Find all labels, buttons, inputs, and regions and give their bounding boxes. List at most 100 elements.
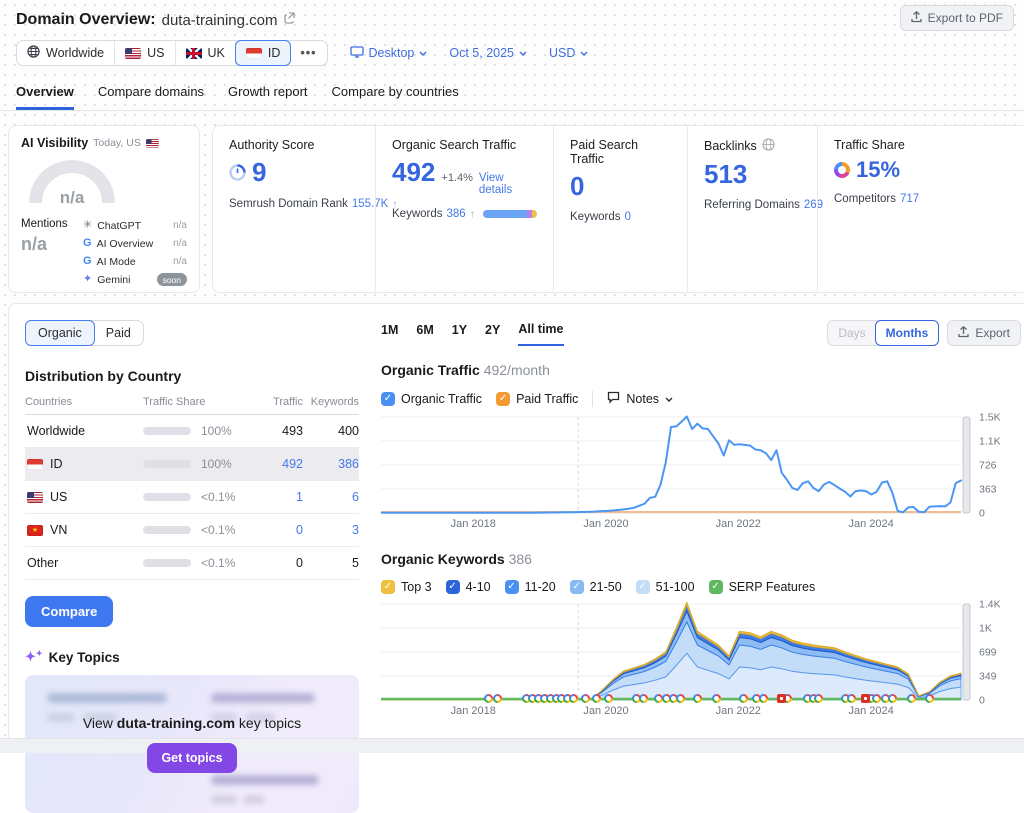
notes-dropdown[interactable]: Notes: [607, 391, 673, 407]
toggle-organic[interactable]: Organic: [25, 320, 95, 346]
google-serp-marker-icon[interactable]: [603, 694, 613, 704]
google-serp-marker-icon[interactable]: [545, 694, 555, 704]
google-serp-marker-icon[interactable]: [528, 694, 538, 704]
info-icon[interactable]: [762, 138, 775, 154]
google-serp-marker-icon[interactable]: [492, 694, 502, 704]
google-serp-marker-icon[interactable]: [580, 694, 590, 704]
legend-item[interactable]: SERP Features: [708, 580, 815, 594]
geo-id[interactable]: ID: [234, 40, 292, 66]
legend-item[interactable]: Top 3: [381, 580, 432, 594]
table-row-selected[interactable]: ID 100% 492 386: [25, 447, 359, 481]
google-serp-marker-icon[interactable]: [668, 694, 678, 704]
google-serp-marker-icon[interactable]: [551, 694, 561, 704]
google-serp-marker-icon[interactable]: [814, 694, 824, 704]
granularity-days[interactable]: Days: [838, 326, 866, 340]
legend-organic-traffic[interactable]: Organic Traffic: [381, 392, 482, 406]
google-serp-marker-icon[interactable]: [631, 694, 641, 704]
view-details-link[interactable]: View details: [478, 172, 513, 196]
range-1y[interactable]: 1Y: [451, 323, 468, 337]
table-row[interactable]: VN <0.1% 0 3: [25, 513, 359, 547]
geo-more-button[interactable]: •••: [300, 46, 317, 60]
google-serp-marker-icon[interactable]: [782, 694, 792, 704]
referring-domains-link[interactable]: 269: [803, 199, 824, 211]
google-serp-marker-icon[interactable]: [569, 694, 579, 704]
legend-item[interactable]: 4-10: [445, 580, 491, 594]
gemini-icon: ✦: [83, 273, 93, 285]
tab-compare-domains[interactable]: Compare domains: [97, 84, 205, 99]
google-serp-marker-icon[interactable]: [675, 694, 685, 704]
table-row[interactable]: US <0.1% 1 6: [25, 480, 359, 514]
google-serp-marker-icon[interactable]: [872, 694, 882, 704]
google-serp-marker-icon[interactable]: [739, 694, 748, 704]
google-serp-marker-icon[interactable]: [808, 694, 818, 704]
google-serp-marker-icon[interactable]: [840, 694, 850, 704]
google-serp-marker-icon[interactable]: [866, 694, 876, 704]
red-serp-marker-icon[interactable]: [776, 694, 786, 704]
authority-score-block: Authority Score 9 Semrush Domain Rank 15…: [229, 138, 398, 210]
google-serp-marker-icon[interactable]: [881, 694, 891, 704]
range-2y[interactable]: 2Y: [485, 323, 501, 337]
paid-keywords-link[interactable]: 0: [624, 211, 631, 223]
google-serp-marker-icon[interactable]: [638, 694, 648, 704]
granularity-months[interactable]: Months: [874, 320, 940, 346]
range-6m[interactable]: 6M: [416, 323, 434, 337]
tab-compare-by-countries[interactable]: Compare by countries: [331, 84, 459, 99]
google-serp-marker-icon[interactable]: [661, 694, 671, 704]
google-serp-marker-icon[interactable]: [563, 694, 573, 704]
device-dropdown[interactable]: Desktop: [349, 45, 428, 61]
ai-visibility-title: AI Visibility: [21, 136, 89, 150]
external-link-icon[interactable]: [283, 11, 295, 29]
organic-keywords-title: Organic Keywords 386: [381, 551, 532, 567]
traffic-delta: +1.4%: [441, 172, 473, 184]
export-to-pdf-button[interactable]: Export to PDF: [899, 5, 1014, 31]
google-serp-marker-icon[interactable]: [924, 694, 934, 704]
google-serp-marker-icon[interactable]: [557, 694, 567, 704]
domain-rank-link[interactable]: 155.7K: [351, 198, 389, 210]
traffic-share-donut-icon: [834, 162, 850, 178]
google-serp-marker-icon[interactable]: [540, 694, 550, 704]
legend-item[interactable]: 11-20: [504, 580, 556, 594]
google-serp-marker-icon[interactable]: [847, 694, 857, 704]
paid-search-traffic-block: Paid Search Traffic 0 Keywords 0: [553, 126, 687, 292]
legend-item[interactable]: 51-100: [635, 580, 695, 594]
range-all-time[interactable]: All time: [518, 322, 564, 346]
currency-dropdown[interactable]: USD: [549, 46, 588, 60]
table-row[interactable]: Worldwide 100% 493 400: [25, 414, 359, 448]
google-serp-marker-icon[interactable]: [653, 694, 663, 704]
google-serp-marker-icon[interactable]: [752, 694, 762, 704]
google-serp-marker-icon[interactable]: [907, 694, 917, 704]
get-topics-button[interactable]: Get topics: [147, 743, 237, 773]
geo-us[interactable]: US: [115, 41, 176, 65]
google-serp-marker-icon[interactable]: [692, 694, 702, 704]
legend-paid-traffic[interactable]: Paid Traffic: [496, 392, 578, 406]
tab-overview[interactable]: Overview: [16, 78, 74, 110]
google-serp-marker-icon[interactable]: [759, 694, 769, 704]
competitors-link[interactable]: 717: [900, 193, 920, 205]
authority-score-value: 9: [252, 157, 267, 187]
google-serp-marker-icon[interactable]: [888, 694, 898, 704]
google-serp-marker-icon[interactable]: [802, 694, 812, 704]
keywords-count-link[interactable]: 386: [446, 208, 466, 220]
backlinks-value: 513: [704, 159, 748, 189]
organic-traffic-chart[interactable]: 1.5K 1.1K 726 363 0 Jan 2018 Jan 2020 Jan 2022 J…: [381, 413, 1021, 531]
header: Domain Overview: duta-training.com Expor…: [0, 0, 1024, 66]
table-row[interactable]: Other <0.1% 0 5: [25, 546, 359, 580]
legend-item[interactable]: 21-50: [569, 580, 622, 594]
toggle-paid[interactable]: Paid: [105, 326, 131, 340]
range-1m[interactable]: 1M: [381, 323, 399, 337]
google-serp-marker-icon[interactable]: [483, 694, 493, 704]
organic-keywords-chart[interactable]: 1.4K 1K 699 349 0 Jan 2018 Jan 2020 Jan 2022 Jan…: [381, 600, 1021, 718]
geo-worldwide[interactable]: Worldwide: [17, 41, 116, 65]
compare-button[interactable]: Compare: [25, 596, 114, 627]
geo-uk[interactable]: UK: [176, 41, 236, 65]
export-button[interactable]: Export: [947, 320, 1021, 346]
chevron-down-icon: [419, 51, 427, 56]
google-serp-marker-icon[interactable]: [534, 694, 544, 704]
date-dropdown[interactable]: Oct 5, 2025: [449, 46, 527, 60]
tab-growth-report[interactable]: Growth report: [228, 84, 308, 99]
google-serp-marker-icon[interactable]: [592, 694, 602, 704]
google-serp-marker-icon[interactable]: [711, 694, 721, 704]
red-serp-marker-icon[interactable]: [860, 694, 870, 704]
organic-traffic-value: 492: [392, 157, 436, 187]
google-serp-marker-icon[interactable]: [521, 694, 531, 704]
